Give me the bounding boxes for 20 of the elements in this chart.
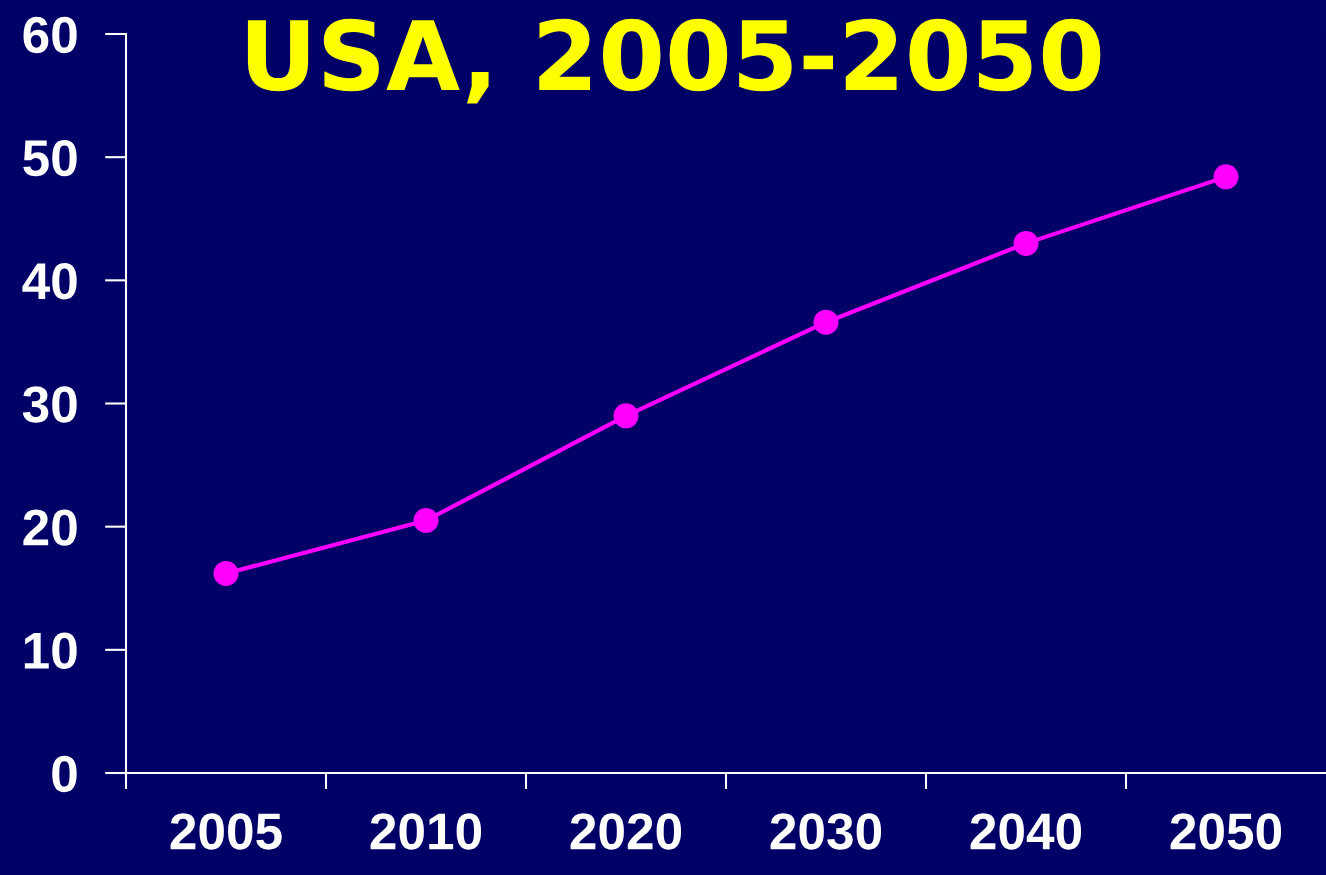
y-tick-label: 30: [22, 386, 77, 423]
y-tick-label: 60: [23, 16, 77, 54]
x-tick-label: 2020: [570, 813, 682, 850]
y-tick-label: 40: [22, 263, 77, 300]
x-tick-label: 2005: [170, 813, 282, 850]
point: [413, 508, 439, 534]
y-tick-label: 20: [23, 509, 77, 546]
point: [1213, 164, 1239, 190]
y-tick-label: 50: [23, 139, 77, 177]
x-tick-label: 2030: [770, 813, 882, 850]
x-tick-label: 2010: [370, 813, 482, 850]
chart-title: USA, 2005-2050: [247, 18, 1101, 104]
x-tick-label: 2050: [1170, 813, 1282, 850]
point: [213, 560, 239, 586]
point: [1013, 230, 1039, 256]
point: [613, 403, 639, 429]
y-tick-label: 10: [24, 632, 77, 669]
y-tick-label: 0: [52, 755, 77, 793]
x-tick-label: 2040: [970, 813, 1082, 850]
point: [813, 309, 839, 335]
